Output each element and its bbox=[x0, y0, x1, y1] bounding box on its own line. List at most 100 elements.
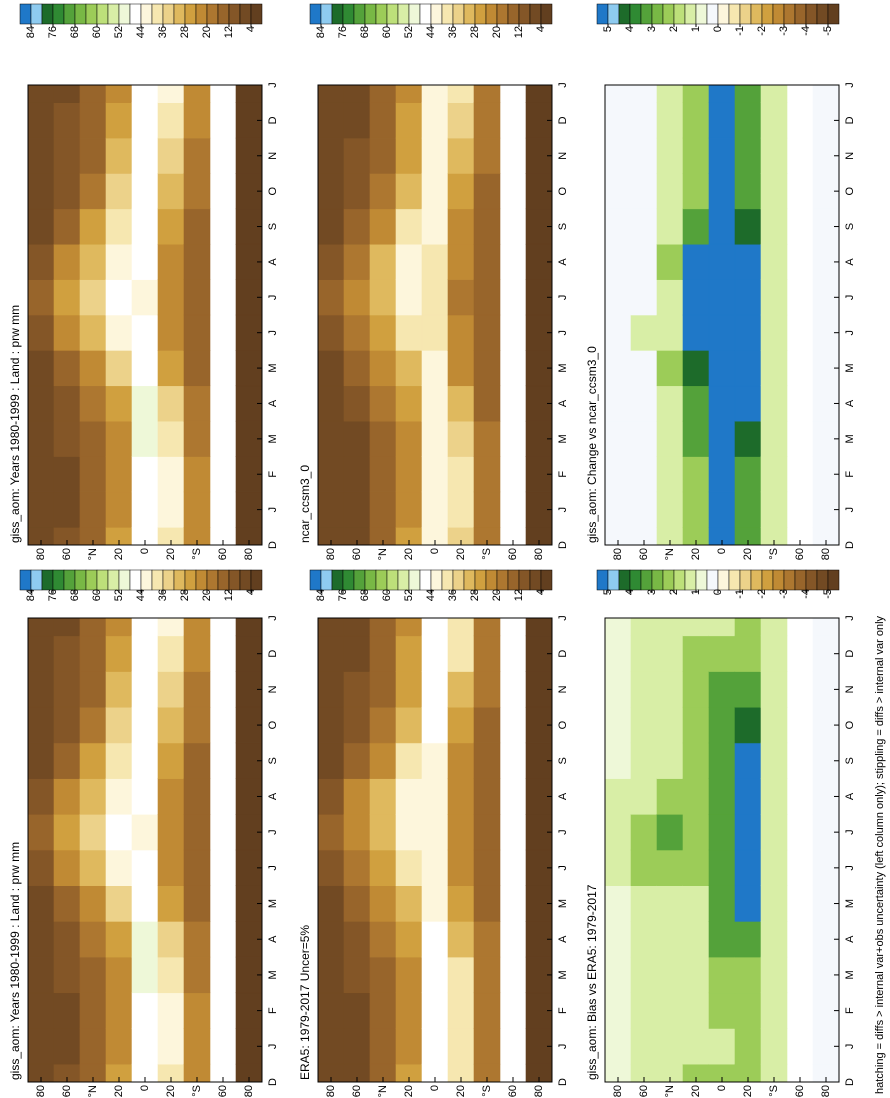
colorbar-label: -2 bbox=[756, 589, 768, 599]
colorbar-box bbox=[320, 569, 333, 591]
colorbar-box bbox=[607, 569, 620, 591]
panel-title: giss_aom: Years 1980-1999 : Land : prw m… bbox=[8, 842, 22, 1080]
contour-cell bbox=[760, 671, 788, 708]
contour-cell bbox=[79, 778, 107, 815]
colorbar-box bbox=[474, 569, 487, 591]
colorbar-box bbox=[63, 3, 76, 25]
contour-cell bbox=[447, 420, 475, 457]
contour-cell bbox=[317, 385, 345, 422]
contour-cell bbox=[27, 385, 55, 422]
y-tick-label: °S bbox=[191, 1085, 203, 1097]
y-tick-label: 20 bbox=[690, 1085, 702, 1097]
contour-cell bbox=[343, 706, 371, 744]
contour-cell bbox=[131, 885, 159, 922]
contour-cell bbox=[682, 102, 710, 139]
x-tick-label: J bbox=[844, 330, 856, 336]
contour-cell bbox=[760, 208, 788, 245]
contour-cell bbox=[656, 491, 684, 528]
y-tick-label: 80 bbox=[243, 548, 255, 560]
contour-cell bbox=[656, 956, 684, 994]
contour-cell bbox=[734, 279, 762, 316]
colorbar-label: 4 bbox=[624, 26, 636, 32]
contour-cell bbox=[630, 243, 658, 280]
y-tick-label: °N bbox=[377, 548, 389, 560]
y-tick-label: 0 bbox=[716, 1085, 728, 1091]
colorbar-box bbox=[118, 3, 131, 25]
colorbar-label: 1 bbox=[690, 26, 702, 32]
contour-cell bbox=[760, 1028, 788, 1065]
contour-cell bbox=[630, 885, 658, 922]
x-tick-label: D bbox=[844, 116, 856, 124]
contour-cell bbox=[447, 84, 475, 103]
contour-cell bbox=[317, 778, 345, 815]
y-tick-label: 60 bbox=[507, 548, 519, 560]
colorbar-box bbox=[206, 3, 219, 25]
contour-cell bbox=[131, 814, 159, 851]
x-tick-label: J bbox=[557, 82, 569, 88]
colorbar-box bbox=[805, 3, 818, 25]
y-tick-label: 80 bbox=[325, 1085, 337, 1097]
colorbar-box bbox=[463, 3, 476, 25]
x-tick-label: O bbox=[267, 720, 279, 729]
colorbar-label: 12 bbox=[223, 589, 235, 601]
contour-cell bbox=[421, 921, 449, 958]
contour-cell bbox=[682, 706, 710, 744]
contour-cell bbox=[604, 279, 632, 316]
contour-cell bbox=[812, 84, 840, 103]
contour-cell bbox=[369, 742, 397, 779]
contour-cell bbox=[79, 314, 107, 351]
y-tick-label: °S bbox=[768, 548, 780, 560]
colorbar-label: 84 bbox=[25, 26, 37, 38]
contour-cell bbox=[27, 706, 55, 744]
contour-cell bbox=[131, 314, 159, 351]
contour-cell bbox=[131, 956, 159, 994]
colorbar-box bbox=[309, 569, 322, 591]
contour-cell bbox=[734, 1028, 762, 1065]
colorbar-label: 28 bbox=[179, 26, 191, 38]
colorbar-box bbox=[673, 3, 686, 25]
contour-cell bbox=[369, 635, 397, 672]
colorbar-box bbox=[772, 3, 785, 25]
colorbar-box bbox=[474, 3, 487, 25]
colorbar-label: 4 bbox=[245, 26, 257, 32]
x-tick-label: N bbox=[267, 152, 279, 160]
contour-cell bbox=[604, 742, 632, 779]
contour-cell bbox=[343, 1028, 371, 1065]
contour-cell bbox=[708, 173, 736, 210]
x-tick-label: D bbox=[267, 541, 279, 549]
y-tick-label: 60 bbox=[217, 1085, 229, 1097]
x-tick-label: F bbox=[844, 1007, 856, 1014]
x-tick-label: O bbox=[267, 186, 279, 195]
contour-cell bbox=[79, 814, 107, 851]
colorbar-box bbox=[662, 569, 675, 591]
contour-cell bbox=[131, 849, 159, 886]
contour-cell bbox=[734, 706, 762, 744]
contour-cell bbox=[183, 456, 211, 493]
colorbar-box bbox=[783, 3, 796, 25]
contour-cell bbox=[317, 671, 345, 708]
colorbar-box bbox=[408, 3, 421, 25]
contour-cell bbox=[27, 102, 55, 139]
x-tick-label: D bbox=[557, 116, 569, 124]
contour-cell bbox=[183, 350, 211, 387]
y-tick-label: 60 bbox=[61, 1085, 73, 1097]
y-tick-label: 20 bbox=[403, 1085, 415, 1097]
contour-cell bbox=[157, 208, 185, 245]
contour-cell bbox=[604, 102, 632, 139]
x-tick-label: A bbox=[557, 399, 569, 407]
colorbar-box bbox=[52, 569, 65, 591]
contour-cell bbox=[395, 243, 423, 280]
contour-cell bbox=[395, 742, 423, 779]
y-tick-label: 20 bbox=[742, 1085, 754, 1097]
x-tick-label: A bbox=[844, 935, 856, 943]
contour-cell bbox=[760, 635, 788, 672]
contour-cell bbox=[157, 778, 185, 815]
colorbar-label: 60 bbox=[91, 26, 103, 38]
contour-cell bbox=[421, 956, 449, 994]
contour-cell bbox=[760, 350, 788, 387]
contour-cell bbox=[395, 617, 423, 637]
contour-cell bbox=[630, 102, 658, 139]
contour-cell bbox=[734, 350, 762, 387]
contour-cell bbox=[53, 814, 81, 851]
x-tick-label: S bbox=[844, 223, 856, 230]
